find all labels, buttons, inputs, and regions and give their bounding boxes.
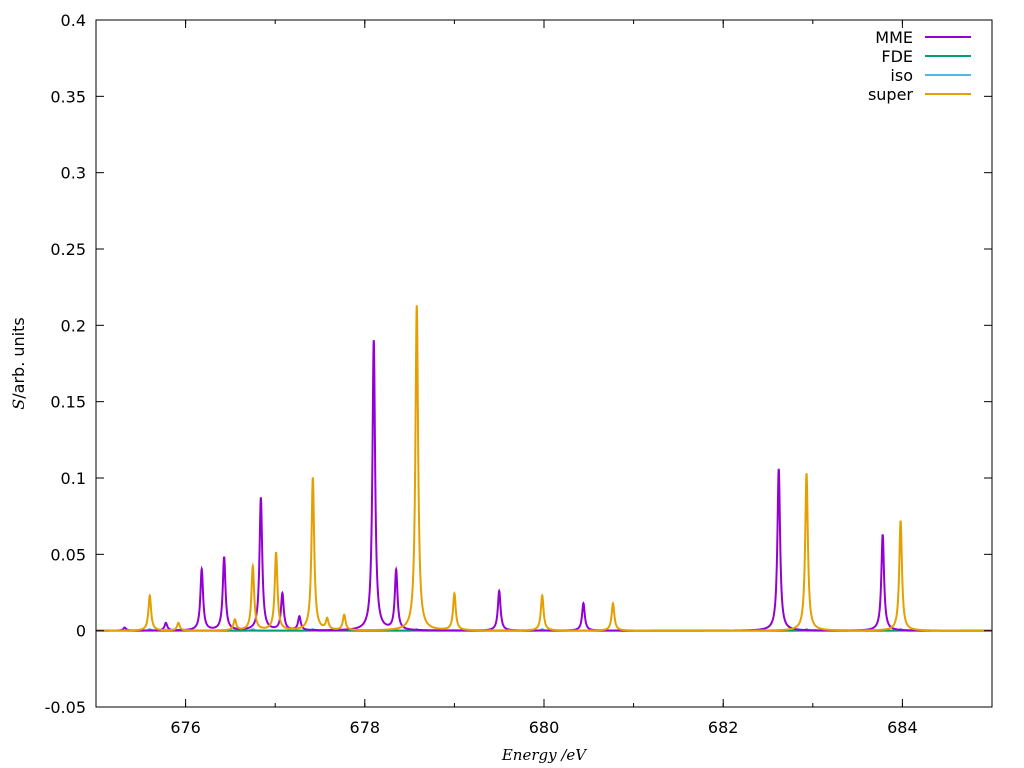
legend-item-fde: FDE bbox=[881, 47, 971, 66]
x-axis-label-italic: Energy bbox=[501, 746, 557, 764]
legend-label: iso bbox=[890, 66, 913, 85]
x-axis-label-unit: /eV bbox=[557, 746, 589, 764]
peak-point bbox=[900, 520, 902, 522]
peak-point bbox=[583, 602, 585, 604]
peak-point bbox=[416, 305, 418, 307]
peak-point bbox=[882, 534, 884, 536]
peak-point bbox=[282, 593, 284, 595]
x-axis-label: Energy /eV bbox=[501, 746, 588, 764]
peak-point bbox=[373, 340, 375, 342]
peak-point bbox=[343, 615, 345, 617]
y-tick-label: 0.35 bbox=[50, 87, 86, 106]
y-axis-label: S/arb. units bbox=[9, 317, 28, 409]
legend-label: FDE bbox=[881, 47, 913, 66]
peak-point bbox=[260, 497, 262, 499]
y-tick-label: 0.4 bbox=[61, 11, 86, 30]
y-tick-label: -0.05 bbox=[45, 698, 86, 717]
peak-point bbox=[252, 566, 254, 568]
plot-frame bbox=[95, 19, 993, 708]
y-axis-label-italic: S bbox=[9, 399, 28, 410]
peak-point bbox=[312, 477, 314, 479]
series-mme bbox=[96, 340, 992, 632]
series-line bbox=[96, 305, 992, 632]
peak-point bbox=[326, 619, 328, 621]
peak-point bbox=[806, 473, 808, 475]
peak-point bbox=[178, 622, 180, 624]
y-axis-label-unit: /arb. units bbox=[9, 317, 28, 398]
x-tick-label: 682 bbox=[708, 718, 739, 737]
peak-point bbox=[299, 616, 301, 618]
peak-point bbox=[149, 595, 151, 597]
y-tick-label: 0 bbox=[76, 622, 86, 641]
y-tick-label: 0.15 bbox=[50, 393, 86, 412]
legend-item-mme: MME bbox=[875, 28, 971, 47]
peak-point bbox=[778, 468, 780, 470]
x-tick-label: 684 bbox=[887, 718, 918, 737]
peak-point bbox=[124, 627, 126, 629]
series-super bbox=[96, 305, 992, 632]
legend-label: MME bbox=[875, 28, 913, 47]
peak-point bbox=[612, 602, 614, 604]
series-layer bbox=[96, 305, 992, 632]
peak-point bbox=[395, 570, 397, 572]
peak-point bbox=[275, 552, 277, 554]
peak-point bbox=[223, 557, 225, 559]
y-tick-label: 0.05 bbox=[50, 545, 86, 564]
peak-point bbox=[541, 595, 543, 597]
peak-point bbox=[454, 593, 456, 595]
x-tick-label: 678 bbox=[350, 718, 381, 737]
legend-item-super: super bbox=[868, 85, 971, 104]
peak-point bbox=[234, 619, 236, 621]
y-tick-label: 0.25 bbox=[50, 240, 86, 259]
legend-label: super bbox=[868, 85, 913, 104]
peak-point bbox=[165, 622, 167, 624]
series-line bbox=[96, 340, 992, 632]
tick-layer: -0.05 0 0.05 0.1 0.15 0.2 0.25 0.3 0.35 0.4 676 678… bbox=[45, 11, 992, 737]
y-tick-label: 0.1 bbox=[61, 469, 86, 488]
peak-point bbox=[498, 590, 500, 592]
legend-item-iso: iso bbox=[890, 66, 971, 85]
y-tick-label: 0.2 bbox=[61, 316, 86, 335]
x-tick-label: 680 bbox=[529, 718, 560, 737]
peak-point bbox=[201, 569, 203, 571]
y-tick-label: 0.3 bbox=[61, 164, 86, 183]
x-tick-label: 676 bbox=[170, 718, 201, 737]
